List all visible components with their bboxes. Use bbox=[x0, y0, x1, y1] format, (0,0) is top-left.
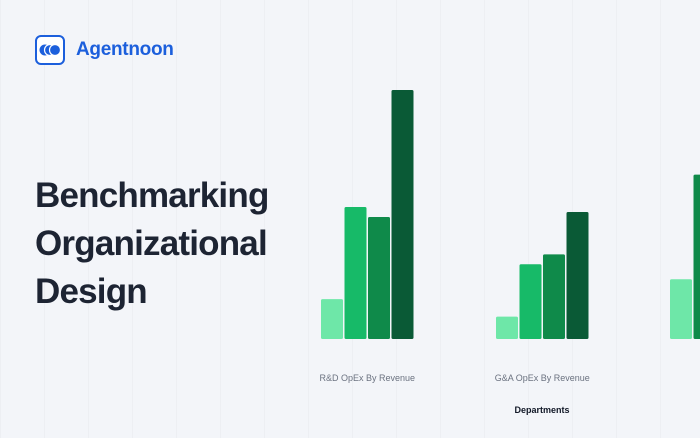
bar-1-3 bbox=[368, 216, 390, 339]
bar-1-2 bbox=[344, 207, 367, 339]
category-label-2: G&A OpEx By Revenue bbox=[495, 373, 590, 383]
bar-1-4 bbox=[391, 90, 414, 339]
title-line-3: Design bbox=[35, 272, 148, 311]
bar-2-4 bbox=[566, 212, 589, 339]
title-line-2: Organizational bbox=[35, 224, 268, 263]
bar-2-1 bbox=[496, 316, 518, 339]
bar-2-3 bbox=[543, 254, 565, 339]
overlapping-circles-logo-icon bbox=[35, 35, 65, 65]
bar-3-3 bbox=[693, 174, 700, 339]
bar-3-1 bbox=[670, 279, 692, 339]
bar-2-2 bbox=[519, 264, 542, 339]
brand-name: Agentnoon bbox=[76, 39, 174, 60]
bar-1-1 bbox=[321, 299, 343, 339]
page-title: Benchmarking Organizational Design bbox=[35, 172, 269, 316]
brand-logo[interactable]: Agentnoon bbox=[35, 35, 174, 65]
title-line-1: Benchmarking bbox=[35, 176, 269, 215]
category-label-1: R&D OpEx By Revenue bbox=[319, 373, 415, 383]
x-axis-title: Departments bbox=[514, 405, 569, 415]
